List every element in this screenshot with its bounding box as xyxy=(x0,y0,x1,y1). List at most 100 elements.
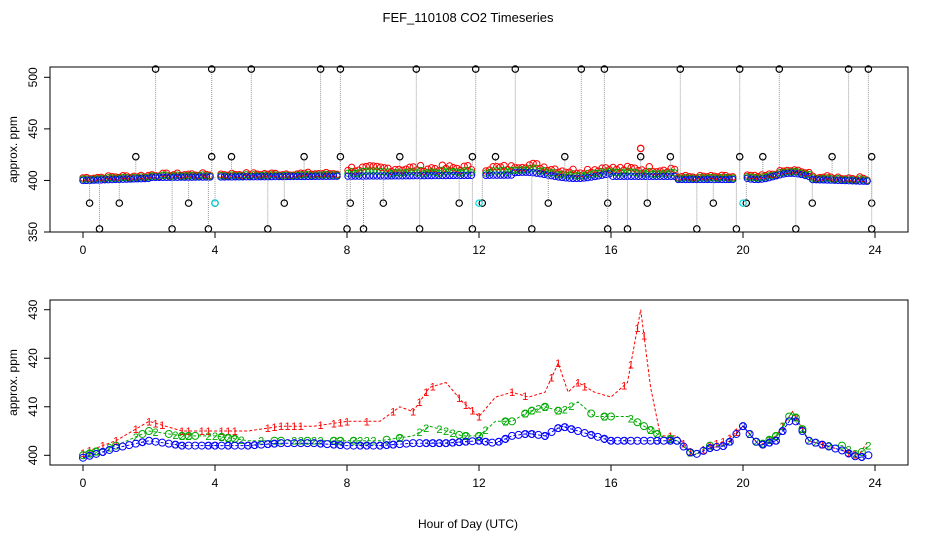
point-blue xyxy=(533,169,541,177)
series-3: 33 3 3 3 3 3 3 3 3 3 3 3 3 3 3 3 3 3 3 3 3 3 3 3 3 3 3 3 3 3 3 33 3 3 3 3 3 3… xyxy=(79,415,873,464)
point-blue xyxy=(685,175,693,184)
point-blue xyxy=(275,172,283,181)
plot-frame xyxy=(49,66,909,233)
marker-circle xyxy=(547,428,556,436)
marker-3: 3 xyxy=(496,437,502,449)
point-black-bottom xyxy=(95,225,104,233)
marker-2: 2 xyxy=(648,425,654,437)
marker-1: 1 xyxy=(634,323,640,335)
marker-2: 2 xyxy=(311,436,317,448)
point-green xyxy=(242,171,251,179)
point-black-high xyxy=(511,65,520,73)
marker-3: 3 xyxy=(780,426,786,438)
point-black-mid xyxy=(867,152,876,161)
marker-1: 1 xyxy=(549,373,555,385)
point-blue xyxy=(177,173,185,181)
point-red xyxy=(667,164,675,173)
marker-2: 2 xyxy=(852,448,858,460)
point-black-high xyxy=(735,65,744,73)
marker-2: 2 xyxy=(846,444,852,456)
marker-circle xyxy=(791,417,800,426)
point-red xyxy=(554,168,563,177)
point-blue xyxy=(489,171,497,179)
point-blue xyxy=(362,172,370,180)
marker-1: 1 xyxy=(337,417,343,429)
point-blue xyxy=(612,172,621,181)
point-red xyxy=(641,168,650,176)
marker-3: 3 xyxy=(654,436,660,448)
point-black-bottom xyxy=(168,225,176,233)
point-red xyxy=(652,168,661,176)
point-blue xyxy=(507,171,516,179)
point-green xyxy=(707,173,715,182)
marker-3: 3 xyxy=(601,434,607,446)
marker-1: 1 xyxy=(766,435,772,447)
point-blue xyxy=(206,173,214,181)
point-red xyxy=(435,167,443,175)
marker-circle xyxy=(501,434,510,443)
point-green xyxy=(518,166,526,174)
point-green xyxy=(464,166,472,175)
point-black-low xyxy=(115,199,124,207)
point-blue xyxy=(413,171,421,180)
point-blue xyxy=(543,171,552,179)
point-black-low xyxy=(808,199,817,207)
point-black-low xyxy=(643,199,652,207)
point-blue xyxy=(580,174,588,182)
point-blue xyxy=(456,171,465,180)
point-black-high xyxy=(336,65,345,73)
marker-3: 3 xyxy=(773,436,779,448)
marker-3: 3 xyxy=(707,443,713,455)
marker-2: 2 xyxy=(542,402,548,414)
point-blue xyxy=(188,173,196,181)
marker-1: 1 xyxy=(298,421,304,433)
point-blue xyxy=(576,174,585,182)
marker-3: 3 xyxy=(205,441,211,453)
point-blue xyxy=(794,170,802,178)
point-blue xyxy=(623,172,632,181)
marker-1: 1 xyxy=(225,426,231,438)
marker-1: 1 xyxy=(153,418,159,430)
marker-2: 2 xyxy=(628,413,634,425)
point-blue xyxy=(467,171,476,180)
x-axis-label: Hour of Day (UTC) xyxy=(418,517,518,531)
marker-circle xyxy=(646,426,655,435)
marker-circle xyxy=(164,429,173,438)
marker-3: 3 xyxy=(357,441,363,453)
marker-3: 3 xyxy=(364,441,370,453)
marker-2: 2 xyxy=(436,424,442,436)
marker-circle xyxy=(699,446,708,455)
point-blue xyxy=(783,169,791,178)
marker-2: 2 xyxy=(258,436,264,448)
marker-1: 1 xyxy=(582,381,588,393)
marker-2: 2 xyxy=(179,431,185,443)
point-red xyxy=(507,162,516,170)
point-blue xyxy=(191,173,200,181)
point-red-peak xyxy=(636,144,645,153)
marker-1: 1 xyxy=(278,421,284,433)
point-red xyxy=(529,159,537,168)
y-axis-label: approx. ppm xyxy=(6,116,20,183)
point-blue xyxy=(529,168,537,177)
marker-2: 2 xyxy=(562,405,568,417)
marker-1: 1 xyxy=(555,358,561,370)
point-blue xyxy=(108,175,116,184)
point-black-mid xyxy=(758,152,767,161)
point-blue xyxy=(525,168,534,177)
point-green xyxy=(249,171,258,179)
marker-circle xyxy=(857,448,866,457)
point-green xyxy=(406,167,414,176)
y-tick-label: 350 xyxy=(26,222,40,242)
marker-2: 2 xyxy=(205,431,211,443)
point-blue xyxy=(137,174,145,183)
point-green xyxy=(467,168,476,177)
marker-2: 2 xyxy=(463,431,469,443)
point-green xyxy=(159,171,167,179)
point-blue xyxy=(808,175,817,184)
point-blue xyxy=(689,175,697,184)
point-blue xyxy=(173,173,182,181)
point-blue xyxy=(511,168,519,177)
point-green xyxy=(576,171,585,180)
point-black-high xyxy=(864,65,873,73)
